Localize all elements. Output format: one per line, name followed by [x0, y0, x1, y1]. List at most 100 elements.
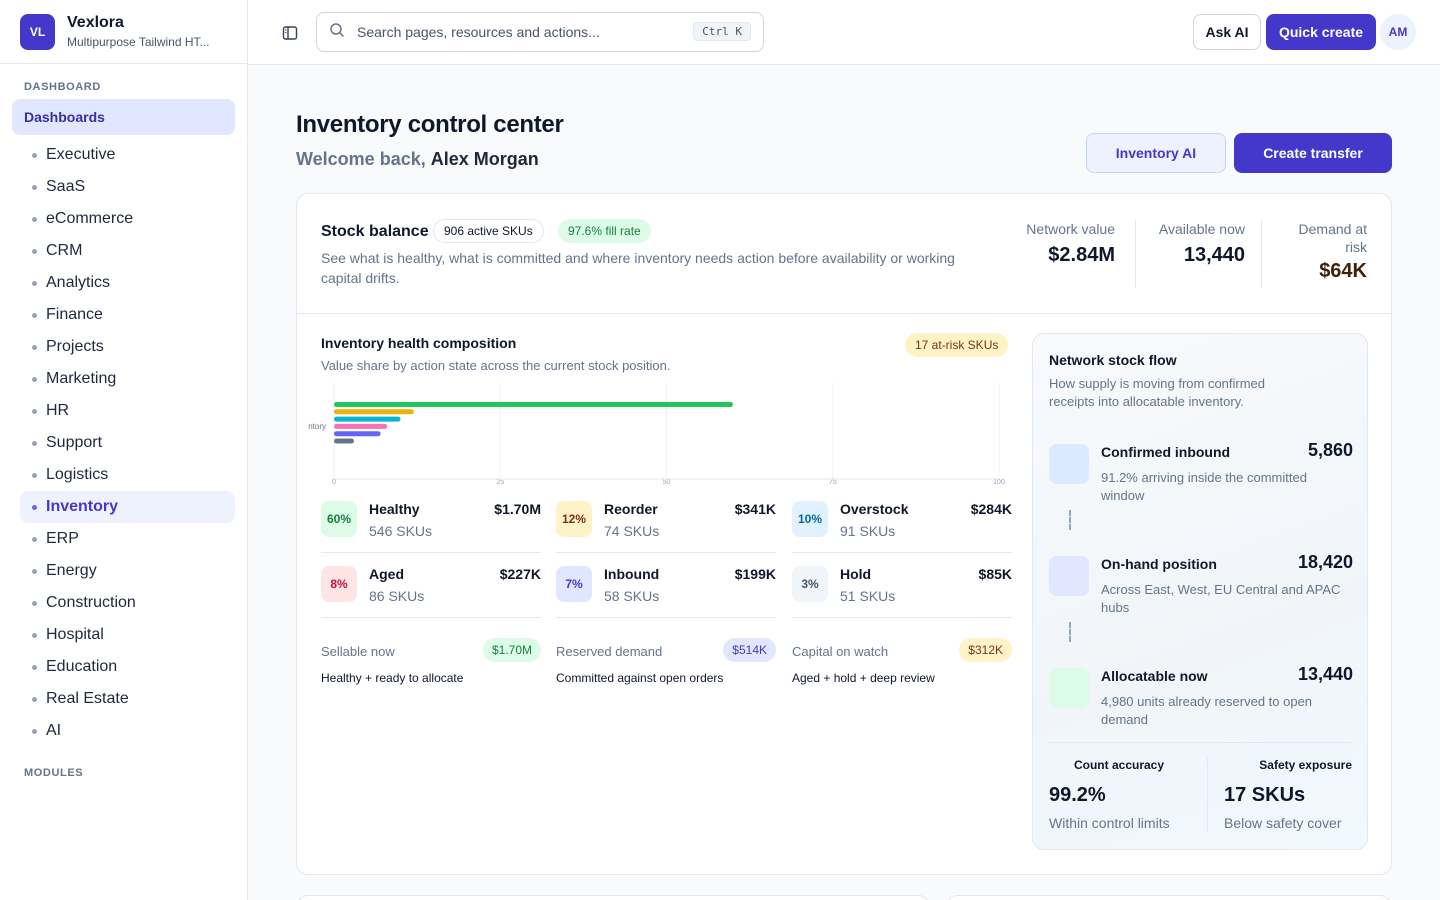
stat-subtitle: Below safety cover [1224, 815, 1342, 831]
at-risk-badge: 17 at-risk SKUs [905, 333, 1009, 357]
health-tile-aged[interactable]: 8% Aged 86 SKUs $227K [321, 554, 541, 618]
sidebar-item-saas[interactable]: SaaS [20, 171, 235, 203]
bar-hold[interactable] [334, 438, 354, 444]
health-tile-inbound[interactable]: 7% Inbound 58 SKUs $199K [556, 554, 776, 618]
sidebar-item-label: Marketing [46, 370, 117, 387]
flow-item-value: 18,420 [1297, 552, 1353, 572]
bottom-card-right [946, 895, 1392, 900]
bar-reorder[interactable] [334, 409, 414, 415]
sidebar-item-label: Executive [46, 146, 116, 163]
search-shortcut: Ctrl K [693, 22, 751, 41]
flow-item-value: 5,860 [1307, 440, 1353, 460]
bullet-icon [32, 280, 37, 286]
sidebar-item-hospital[interactable]: Hospital [20, 619, 235, 651]
sidebar-item-support[interactable]: Support [20, 427, 235, 459]
sidebar-item-ecommerce[interactable]: eCommerce [20, 203, 235, 235]
flow-marker [1049, 556, 1089, 596]
main-content: Inventory control center Welcome back, A… [248, 65, 1440, 900]
summary-label: Reserved demand [556, 644, 663, 659]
sidebar-item-executive[interactable]: Executive [20, 139, 235, 171]
kpi-divider [1135, 220, 1136, 288]
flow-title: Network stock flow [1049, 352, 1177, 368]
sidebar-item-ai[interactable]: AI [20, 715, 235, 747]
sidebar-item-education[interactable]: Education [20, 651, 235, 683]
bar-inbound[interactable] [334, 431, 381, 437]
bullet-icon [32, 504, 37, 510]
bar-overstock[interactable] [334, 416, 401, 422]
flow-connector [1069, 622, 1071, 642]
count-accuracy-stat: Count accuracy 99.2% Within control limi… [1049, 758, 1189, 831]
create-transfer-button[interactable]: Create transfer [1234, 133, 1392, 173]
health-tile-healthy[interactable]: 60% Healthy 546 SKUs $1.70M [321, 489, 541, 553]
search-icon [329, 22, 345, 43]
bottom-card-left [296, 895, 930, 900]
flow-description: How supply is moving from confirmed rece… [1049, 376, 1266, 409]
sidebar-item-marketing[interactable]: Marketing [20, 363, 235, 395]
stat-subtitle: Within control limits [1049, 815, 1170, 831]
bullet-icon [32, 184, 37, 190]
bar-healthy[interactable] [334, 402, 733, 407]
sidebar-item-projects[interactable]: Projects [20, 331, 235, 363]
kpi-label: Available now [1158, 221, 1245, 237]
inventory-ai-button[interactable]: Inventory AI [1086, 133, 1226, 173]
sidebar-item-hr[interactable]: HR [20, 395, 235, 427]
ask-ai-button[interactable]: Ask AI [1193, 14, 1261, 50]
sidebar-item-label: ERP [46, 530, 79, 547]
sidebar-item-energy[interactable]: Energy [20, 555, 235, 587]
health-tile-reorder[interactable]: 12% Reorder 74 SKUs $341K [556, 489, 776, 553]
sidebar-toggle-icon[interactable] [278, 22, 302, 44]
sidebar-item-label: Inventory [46, 498, 119, 515]
kpi-available-now: Available now 13,440 [1159, 220, 1245, 267]
kpi-network-value: Network value $2.84M [1026, 220, 1115, 267]
active-skus-badge: 906 active SKUs [433, 219, 544, 243]
stock-balance-title: Stock balance [321, 223, 429, 240]
tile-name: Reorder [604, 501, 658, 517]
sidebar-item-label: eCommerce [46, 210, 134, 227]
sidebar-item-label: Hospital [46, 626, 104, 643]
percent-badge: 12% [556, 501, 592, 537]
kpi-divider [1261, 220, 1262, 288]
bullet-icon [32, 696, 37, 702]
sidebar-item-analytics[interactable]: Analytics [20, 267, 235, 299]
bullet-icon [32, 376, 37, 382]
sidebar-item-inventory[interactable]: Inventory [20, 491, 235, 523]
brand-name: Vexlora [67, 14, 124, 31]
x-tick-label: 100 [993, 479, 1005, 486]
sidebar-item-label: Finance [46, 306, 103, 323]
flow-item-name: Allocatable now [1101, 668, 1208, 684]
brand[interactable]: VL Vexlora Multipurpose Tailwind HT... [0, 0, 247, 64]
flow-item-name: On-hand position [1101, 556, 1217, 572]
health-tile-overstock[interactable]: 10% Overstock 91 SKUs $284K [792, 489, 1012, 553]
quick-create-button[interactable]: Quick create [1266, 14, 1376, 50]
search-input[interactable] [357, 24, 677, 40]
bar-aged[interactable] [334, 423, 388, 429]
tile-amount: $284K [970, 501, 1012, 517]
sidebar-item-erp[interactable]: ERP [20, 523, 235, 555]
sidebar-item-finance[interactable]: Finance [20, 299, 235, 331]
sidebar-item-crm[interactable]: CRM [20, 235, 235, 267]
sidebar-item-construction[interactable]: Construction [20, 587, 235, 619]
summary-description: Healthy + ready to allocate [321, 671, 464, 685]
stat-value: 99.2% [1049, 784, 1106, 806]
fill-rate-badge: 97.6% fill rate [558, 219, 651, 243]
percent-badge: 3% [792, 566, 828, 602]
health-tile-hold[interactable]: 3% Hold 51 SKUs $85K [792, 554, 1012, 618]
sidebar-item-real-estate[interactable]: Real Estate [20, 683, 235, 715]
sidebar-item-logistics[interactable]: Logistics [20, 459, 235, 491]
tile-sku-count: 91 SKUs [840, 523, 896, 539]
search-bar[interactable]: Ctrl K [316, 12, 764, 52]
tile-amount: $1.70M [494, 501, 541, 517]
bullet-icon [32, 344, 37, 350]
tile-name: Healthy [369, 501, 420, 517]
sidebar-item-label: Projects [46, 338, 104, 355]
tile-sku-count: 546 SKUs [369, 523, 433, 539]
flow-divider [1049, 742, 1353, 743]
kpi-value: $64K [1319, 260, 1367, 282]
sidebar-item-label: Education [46, 658, 118, 675]
kpi-value: 13,440 [1183, 244, 1245, 266]
category-label: ntory [308, 422, 326, 431]
sidebar-item-label: CRM [46, 242, 83, 259]
avatar[interactable]: AM [1380, 14, 1416, 50]
bullet-icon [32, 472, 37, 478]
nav-group-dashboards[interactable]: Dashboards [12, 99, 235, 135]
